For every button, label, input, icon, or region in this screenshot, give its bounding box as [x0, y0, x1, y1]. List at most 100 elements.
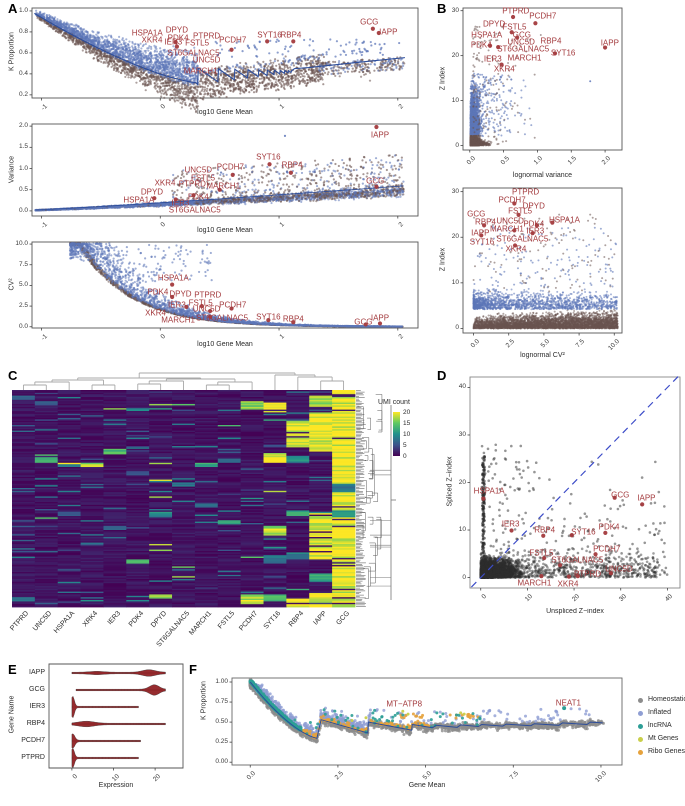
a1-gene-label-IER3: IER3	[164, 37, 183, 47]
panel-label-d: D	[437, 368, 447, 383]
a2-gene-label-HSPA1A: HSPA1A	[123, 195, 155, 205]
a2-gene-label-XKR4: XKR4	[154, 178, 176, 188]
e-gene-name-RBP4: RBP4	[26, 720, 45, 727]
a1-gene-label-ST6GALNAC5: ST6GALNAC5	[167, 48, 220, 58]
legend-label-lncRNA: lncRNA	[648, 721, 672, 729]
a2-gene-label-SYT16: SYT16	[256, 152, 281, 162]
d-gene-label-MARCH1: MARCH1	[517, 578, 552, 588]
a2-gene-label-RBP4: RBP4	[281, 160, 303, 170]
a1-x-axis-title: log10 Gene Mean	[197, 109, 253, 116]
a3-y-tick-label: 0.0	[18, 322, 28, 330]
d-gene-label-IAPP: IAPP	[637, 493, 656, 503]
e-gene-name-IAPP: IAPP	[29, 669, 45, 676]
a1-y-tick-label: 0.6	[18, 48, 28, 56]
a1-gene-label-PTPRD: PTPRD	[193, 31, 221, 41]
panel-b: Z Index lognormal variance Z Index logno…	[430, 0, 685, 362]
b2-y-axis-title: Z Index	[439, 247, 447, 272]
b1-y-axis-title: Z Index	[439, 66, 447, 91]
umi-legend-tick: 5	[403, 442, 407, 449]
panel-label-a: A	[8, 1, 18, 16]
b2-gene-label-HSPA1A: HSPA1A	[548, 215, 580, 225]
column-dendrogram	[22, 372, 396, 607]
b2-gene-label-GCG: GCG	[467, 209, 486, 219]
a3-gene-label-RBP4: RBP4	[282, 314, 304, 324]
panel-c: UMI count PTPRDUNC5DHSPA1AXRK4IER3PDK4DP…	[0, 350, 430, 650]
a2-gene-label-DPYD: DPYD	[140, 187, 164, 197]
a3-gene-label-XKR4: XKR4	[145, 308, 166, 318]
b2-gene-label-SYT16: SYT16	[469, 237, 495, 247]
a1-gene-label-HSPA1A: HSPA1A	[131, 28, 163, 38]
legend-label-Inflated: Inflated	[648, 708, 671, 716]
b1-y-tick-label: 10	[451, 96, 459, 104]
a3-gene-label-ST6GALNAC5: ST6GALNAC5	[196, 313, 249, 323]
a2-y-tick-label: 0.0	[18, 206, 28, 214]
panel-a: K Proportion log10 Gene Mean Variance lo…	[0, 0, 430, 360]
umi-legend-tick: 20	[403, 409, 411, 416]
f-y-tick-label: 0.75	[215, 698, 228, 706]
a3-gene-label-UNC5D: UNC5D	[192, 304, 221, 314]
b2-y-tick-label: 30	[451, 187, 459, 195]
a1-gene-label-PDK4: PDK4	[167, 33, 189, 43]
a2-gene-label-PCDH7: PCDH7	[216, 162, 244, 172]
d-y-tick-label: 10	[458, 526, 466, 534]
panel-b-canvas	[430, 0, 685, 362]
umi-legend-tick: 0	[403, 453, 407, 460]
b1-y-tick-label: 20	[451, 51, 459, 59]
a2-y-tick-label: 1.5	[18, 143, 28, 151]
a3-y-tick-label: 10.0	[15, 240, 28, 248]
legend-label-Mt Genes: Mt Genes	[648, 734, 679, 742]
a1-y-tick-label: 0.2	[18, 90, 28, 98]
b2-y-tick-label: 10	[451, 278, 459, 286]
b2-y-tick-label: 0	[455, 324, 459, 332]
f-y-tick-label: 0.50	[215, 718, 228, 726]
a3-y-tick-label: 5.0	[18, 281, 28, 289]
d-y-tick-label: 20	[458, 478, 466, 486]
f-x-axis-title: Gene Mean	[408, 782, 446, 789]
e-gene-name-GCG: GCG	[29, 686, 45, 693]
b1-gene-label-RBP4: RBP4	[540, 36, 562, 46]
d-gene-label-SYT16: SYT16	[571, 527, 596, 537]
f-y-tick-label: 0.00	[215, 758, 228, 766]
d-gene-label-ST6GALNAC5: ST6GALNAC5	[551, 555, 604, 565]
a1-y-tick-label: 0.4	[18, 69, 28, 77]
a3-gene-label-GCG: GCG	[354, 317, 373, 327]
d-gene-label-PDK4: PDK4	[598, 522, 620, 532]
umi-legend-tick: 15	[403, 420, 411, 427]
a3-gene-label-PTPRD: PTPRD	[194, 290, 222, 300]
e-x-axis-title: Expression	[98, 782, 134, 789]
panel-label-e: E	[8, 662, 17, 677]
a2-gene-label-IAPP: IAPP	[370, 130, 390, 140]
a3-gene-label-MARCH1: MARCH1	[161, 315, 195, 325]
a1-gene-label-SYT16: SYT16	[257, 30, 282, 40]
d-gene-label-GCG: GCG	[611, 490, 630, 500]
legend-dot-Homeostatic	[638, 697, 643, 703]
b1-gene-label-DPYD: DPYD	[482, 19, 506, 29]
a2-y-tick-label: 2.0	[18, 122, 28, 130]
b1-gene-label-SYT16: SYT16	[550, 48, 576, 58]
a1-gene-label-PCDH7: PCDH7	[219, 35, 247, 45]
b2-x-axis-title: lognormal CV²	[520, 352, 565, 359]
b2-gene-label-XKR4: XKR4	[505, 244, 527, 254]
e-gene-name-IER3: IER3	[29, 703, 45, 710]
a3-gene-label-PDK4: PDK4	[147, 287, 169, 297]
panel-e: Gene Name Expression 0 10 20 IAPP GCG IER3 RBP…	[0, 640, 190, 794]
e-gene-name-PTPRD: PTPRD	[21, 754, 45, 761]
panel-label-f: F	[189, 662, 197, 677]
a2-gene-label-UNC5D: UNC5D	[184, 165, 213, 175]
a3-gene-label-IAPP: IAPP	[370, 313, 390, 323]
e-y-axis-title: Gene Name	[8, 695, 16, 734]
b1-gene-label-PCDH7: PCDH7	[529, 11, 557, 21]
d-y-tick-label: 30	[458, 430, 466, 438]
a1-gene-label-IAPP: IAPP	[379, 27, 398, 37]
a2-y-tick-label: 1.0	[18, 164, 28, 172]
a1-gene-label-FSTL5: FSTL5	[185, 38, 210, 48]
a1-y-tick-label: 0.8	[18, 27, 28, 35]
panel-f: K Proportion Gene Mean 0.0 2.5 5.0 7.5 10.0 0…	[190, 640, 685, 794]
b1-x-axis-title: lognormal variance	[512, 172, 573, 179]
panel-label-b: B	[437, 1, 447, 16]
panel-d: Spliced Z−index Unspliced Z−index 0 10 20 3…	[430, 360, 685, 645]
e-gene-name-PCDH7: PCDH7	[21, 737, 45, 744]
a1-gene-label-RBP4: RBP4	[280, 30, 302, 40]
b2-gene-label-PTPRD: PTPRD	[512, 187, 540, 197]
legend-dot-Mt Genes	[638, 736, 643, 742]
